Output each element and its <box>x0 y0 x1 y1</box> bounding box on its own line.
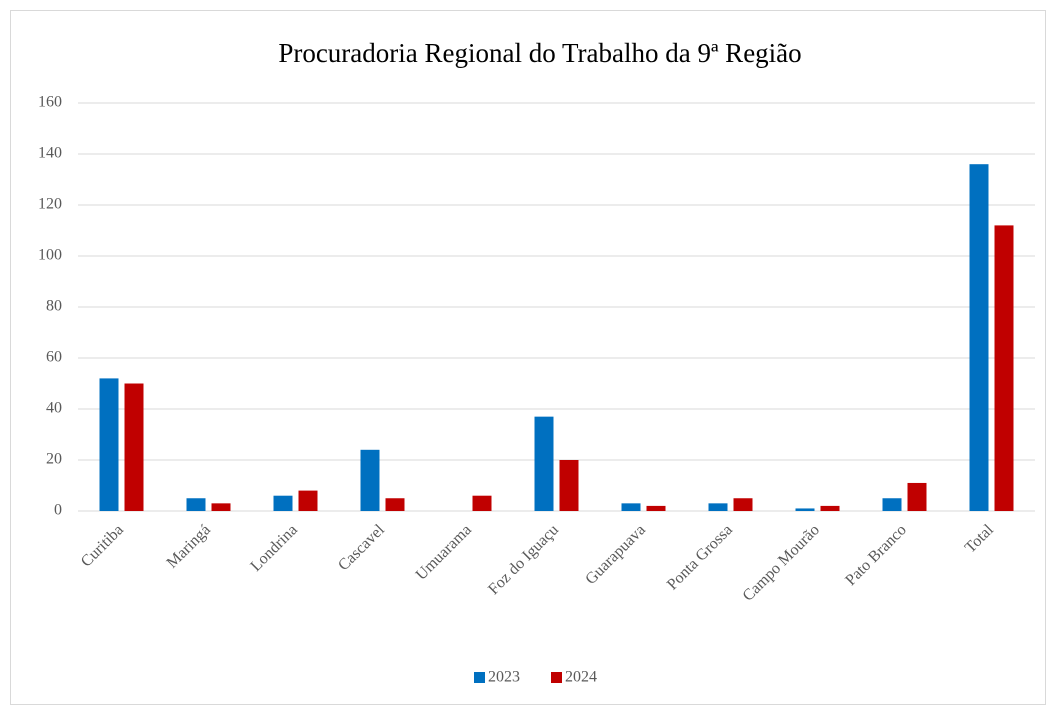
y-tick-label: 100 <box>38 247 62 264</box>
y-tick-label: 0 <box>54 502 62 519</box>
bar <box>907 482 927 511</box>
legend-label: 2024 <box>565 669 597 686</box>
y-tick-label: 140 <box>38 145 62 162</box>
bar <box>472 495 492 511</box>
bar <box>646 505 666 511</box>
bar <box>211 503 231 511</box>
bar <box>534 416 554 511</box>
bar <box>820 505 840 511</box>
bar <box>298 490 318 511</box>
legend-label: 2023 <box>488 669 520 686</box>
bar <box>621 503 641 511</box>
y-tick-label: 160 <box>38 94 62 111</box>
chart-title: Procuradoria Regional do Trabalho da 9ª … <box>278 38 801 68</box>
bar <box>969 164 989 511</box>
bar <box>273 495 293 511</box>
y-tick-label: 40 <box>46 400 62 417</box>
y-tick-label: 60 <box>46 349 62 366</box>
y-tick-label: 80 <box>46 298 62 315</box>
bar <box>360 449 380 511</box>
bar <box>882 498 902 511</box>
bar <box>795 508 815 511</box>
bar <box>708 503 728 511</box>
bar <box>385 498 405 511</box>
bar <box>99 378 119 511</box>
y-tick-label: 120 <box>38 196 62 213</box>
legend-swatch <box>551 672 562 683</box>
bar <box>994 225 1014 511</box>
bar <box>124 383 144 511</box>
bar <box>559 460 579 511</box>
y-tick-label: 20 <box>46 451 62 468</box>
legend-swatch <box>474 672 485 683</box>
bar <box>733 498 753 511</box>
bar <box>186 498 206 511</box>
